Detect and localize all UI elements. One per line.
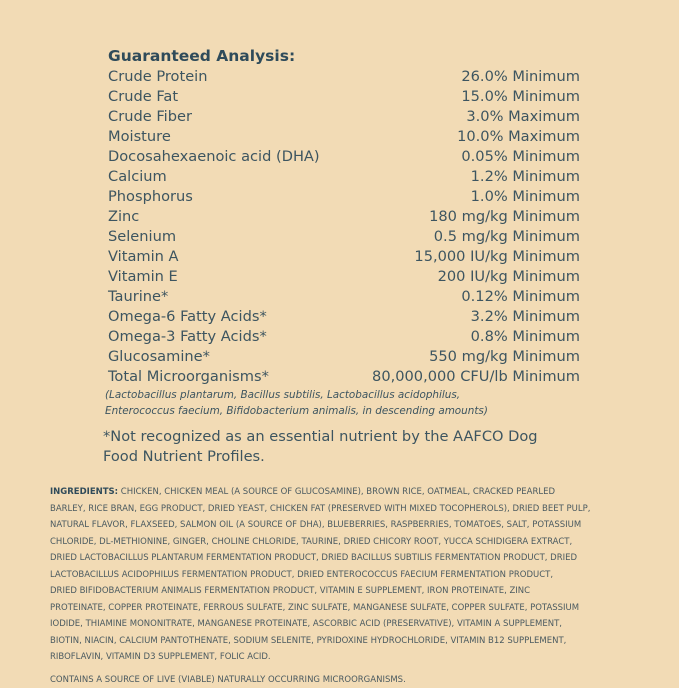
ingredients-line: NATURAL FLAVOR, FLAXSEED, SALMON OIL (A …: [50, 517, 590, 534]
nutrient-value: 10.0% Maximum: [457, 127, 580, 147]
aafco-note-line: Food Nutrient Profiles.: [103, 447, 538, 467]
nutrient-name: Omega-6 Fatty Acids*: [108, 307, 267, 327]
ingredients-text: CHICKEN, CHICKEN MEAL (A SOURCE OF GLUCO…: [118, 487, 555, 497]
nutrient-value: 1.2% Minimum: [471, 167, 580, 187]
analysis-row: Glucosamine* 550 mg/kg Minimum: [108, 347, 580, 367]
aafco-note-line: *Not recognized as an essential nutrient…: [103, 427, 538, 447]
ingredients-line: DRIED BIFIDOBACTERIUM ANIMALIS FERMENTAT…: [50, 583, 590, 600]
nutrient-name: Moisture: [108, 127, 171, 147]
ingredients-label: INGREDIENTS:: [50, 487, 118, 497]
nutrient-value: 0.5 mg/kg Minimum: [434, 227, 580, 247]
nutrient-value: 26.0% Minimum: [461, 67, 580, 87]
nutrient-value: 0.8% Minimum: [471, 327, 580, 347]
nutrient-value: 0.05% Minimum: [461, 147, 580, 167]
analysis-row: Calcium 1.2% Minimum: [108, 167, 580, 187]
nutrient-value: 1.0% Minimum: [471, 187, 580, 207]
nutrient-name: Vitamin E: [108, 267, 178, 287]
ingredients-line: PROTEINATE, COPPER PROTEINATE, FERROUS S…: [50, 600, 590, 617]
nutrient-name: Vitamin A: [108, 247, 179, 267]
analysis-row: Vitamin E 200 IU/kg Minimum: [108, 267, 580, 287]
nutrient-value: 15,000 IU/kg Minimum: [414, 247, 580, 267]
ingredients-line: CHLORIDE, DL-METHIONINE, GINGER, CHOLINE…: [50, 534, 590, 551]
nutrient-name: Calcium: [108, 167, 167, 187]
nutrient-name: Docosahexaenoic acid (DHA): [108, 147, 320, 167]
analysis-row: Docosahexaenoic acid (DHA) 0.05% Minimum: [108, 147, 580, 167]
note-line: Enterococcus faecium, Bifidobacterium an…: [105, 403, 580, 419]
ingredients-line: IODIDE, THIAMINE MONONITRATE, MANGANESE …: [50, 616, 590, 633]
microorganisms-statement: CONTAINS A SOURCE OF LIVE (VIABLE) NATUR…: [50, 672, 590, 688]
nutrient-value: 80,000,000 CFU/lb Minimum: [372, 367, 580, 387]
analysis-row: Selenium 0.5 mg/kg Minimum: [108, 227, 580, 247]
aafco-note: *Not recognized as an essential nutrient…: [103, 427, 538, 467]
analysis-row: Phosphorus 1.0% Minimum: [108, 187, 580, 207]
ingredients: INGREDIENTS: CHICKEN, CHICKEN MEAL (A SO…: [50, 484, 590, 688]
analysis-row: Crude Fiber 3.0% Maximum: [108, 107, 580, 127]
nutrient-value: 200 IU/kg Minimum: [438, 267, 580, 287]
nutrient-name: Phosphorus: [108, 187, 193, 207]
nutrient-name: Crude Fiber: [108, 107, 192, 127]
nutrient-name: Taurine*: [108, 287, 168, 307]
analysis-row: Omega-6 Fatty Acids* 3.2% Minimum: [108, 307, 580, 327]
nutrient-name: Crude Protein: [108, 67, 207, 87]
nutrient-name: Crude Fat: [108, 87, 178, 107]
ingredients-line: RIBOFLAVIN, VITAMIN D3 SUPPLEMENT, FOLIC…: [50, 649, 590, 666]
guaranteed-analysis: Guaranteed Analysis: Crude Protein 26.0% …: [108, 45, 580, 419]
nutrient-value: 15.0% Minimum: [461, 87, 580, 107]
nutrient-name: Glucosamine*: [108, 347, 210, 367]
analysis-row: Crude Protein 26.0% Minimum: [108, 67, 580, 87]
nutrient-name: Omega-3 Fatty Acids*: [108, 327, 267, 347]
ingredients-line: INGREDIENTS: CHICKEN, CHICKEN MEAL (A SO…: [50, 484, 590, 501]
ingredients-line: BARLEY, RICE BRAN, EGG PRODUCT, DRIED YE…: [50, 501, 590, 518]
ingredients-line: BIOTIN, NIACIN, CALCIUM PANTOTHENATE, SO…: [50, 633, 590, 650]
analysis-row: Zinc 180 mg/kg Minimum: [108, 207, 580, 227]
analysis-row: Total Microorganisms* 80,000,000 CFU/lb M…: [108, 367, 580, 387]
note-line: (Lactobacillus plantarum, Bacillus subti…: [105, 387, 580, 403]
ingredients-line: LACTOBACILLUS ACIDOPHILUS FERMENTATION P…: [50, 567, 590, 584]
nutrient-value: 0.12% Minimum: [461, 287, 580, 307]
analysis-row: Taurine* 0.12% Minimum: [108, 287, 580, 307]
microorganism-note: (Lactobacillus plantarum, Bacillus subti…: [105, 387, 580, 419]
nutrient-value: 3.0% Maximum: [466, 107, 580, 127]
analysis-row: Crude Fat 15.0% Minimum: [108, 87, 580, 107]
section-title: Guaranteed Analysis:: [108, 45, 580, 67]
analysis-row: Omega-3 Fatty Acids* 0.8% Minimum: [108, 327, 580, 347]
nutrient-value: 3.2% Minimum: [471, 307, 580, 327]
ingredients-line: DRIED LACTOBACILLUS PLANTARUM FERMENTATI…: [50, 550, 590, 567]
nutrient-value: 180 mg/kg Minimum: [429, 207, 580, 227]
analysis-row: Vitamin A 15,000 IU/kg Minimum: [108, 247, 580, 267]
nutrient-value: 550 mg/kg Minimum: [429, 347, 580, 367]
nutrient-name: Total Microorganisms*: [108, 367, 269, 387]
nutrient-name: Zinc: [108, 207, 139, 227]
nutrient-name: Selenium: [108, 227, 176, 247]
analysis-row: Moisture 10.0% Maximum: [108, 127, 580, 147]
